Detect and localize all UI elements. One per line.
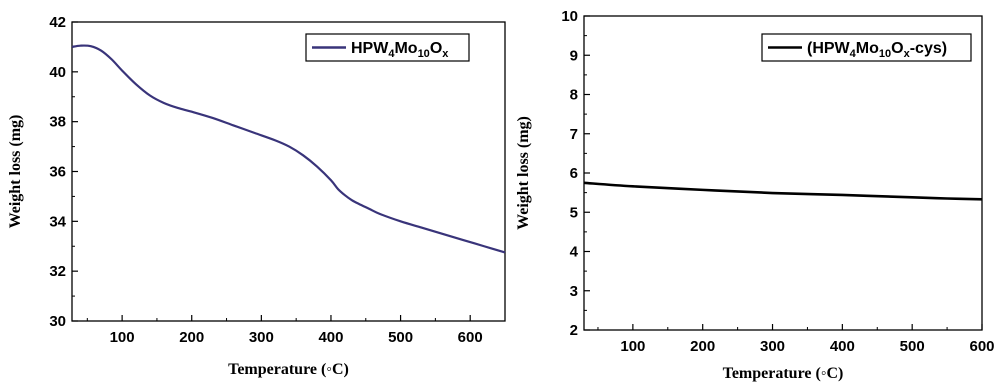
y-tick-label: 34 <box>49 213 66 230</box>
y-tick-label: 40 <box>49 64 66 81</box>
x-tick-label: 100 <box>620 338 645 355</box>
chart-left: 100 200 300 400 500 600 30 32 34 36 38 40 42 Temperat… <box>7 14 506 378</box>
y-tick-label: 38 <box>49 114 66 131</box>
x-tick-label: 400 <box>830 338 855 355</box>
y-tick-label: 7 <box>570 126 578 143</box>
y-tick-label: 6 <box>570 165 578 182</box>
x-axis-title: Temperature (◦C) <box>723 365 844 382</box>
x-tick-label: 600 <box>458 329 483 346</box>
y-tick-label: 30 <box>49 313 66 330</box>
y-axis-title: Weight loss (mg) <box>7 115 24 229</box>
series-line <box>71 44 506 254</box>
y-tick-label: 5 <box>570 204 578 221</box>
chart-right: 100 200 300 400 500 600 2 3 4 5 6 7 8 9 10 Temperature … <box>515 8 995 382</box>
y-axis-title: Weight loss (mg) <box>515 116 532 230</box>
y-tick-label: 4 <box>570 244 579 261</box>
plot-frame <box>71 21 506 322</box>
y-tick-label: 2 <box>570 322 578 339</box>
legend-label: HPW4Mo10Ox <box>351 40 449 60</box>
x-tick-label: 200 <box>179 329 204 346</box>
x-axis-title: Temperature (◦C) <box>228 361 349 378</box>
x-tick-label: 500 <box>900 338 925 355</box>
x-tick-label: 300 <box>760 338 785 355</box>
y-tick-label: 42 <box>49 14 66 31</box>
legend-label: (HPW4Mo10Ox-cys) <box>807 40 947 60</box>
x-tick-label: 400 <box>318 329 343 346</box>
y-tick-label: 9 <box>570 47 578 64</box>
x-tick-label: 300 <box>249 329 274 346</box>
y-tick-label: 8 <box>570 87 578 104</box>
x-tick-label: 500 <box>388 329 413 346</box>
y-tick-label: 32 <box>49 263 66 280</box>
series-line <box>583 181 983 201</box>
x-tick-label: 200 <box>690 338 715 355</box>
y-tick-label: 10 <box>561 8 578 25</box>
plot-frame <box>583 15 983 331</box>
y-tick-label: 36 <box>49 164 66 181</box>
x-tick-label: 100 <box>110 329 135 346</box>
y-tick-label: 3 <box>570 283 578 300</box>
x-tick-label: 600 <box>969 338 994 355</box>
